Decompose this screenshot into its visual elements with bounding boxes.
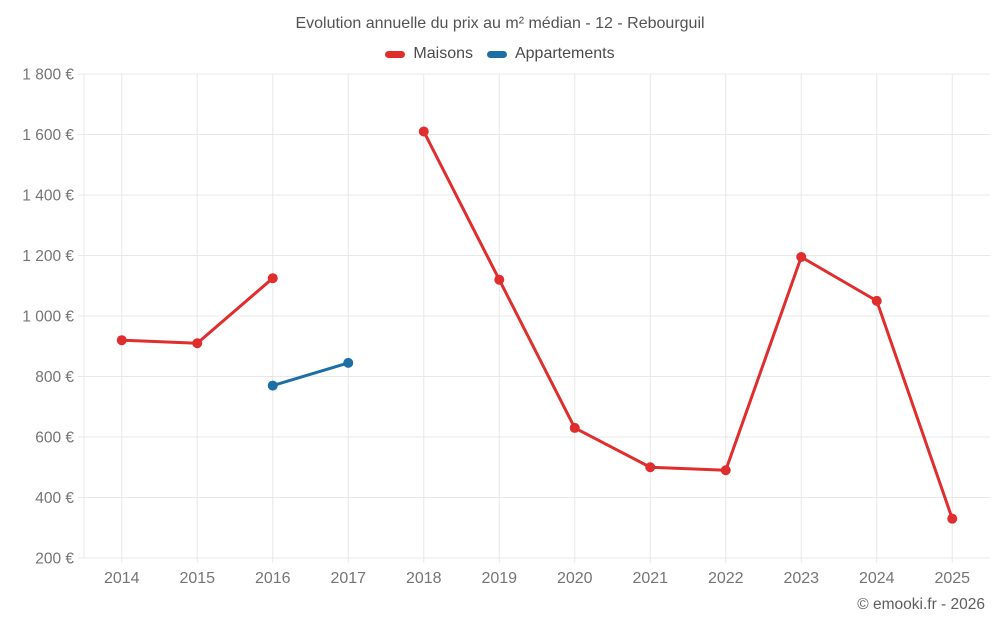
svg-text:2023: 2023 — [783, 570, 819, 587]
svg-text:200 €: 200 € — [35, 551, 74, 568]
maisons-series-swatch-icon — [385, 50, 406, 58]
svg-text:2025: 2025 — [934, 570, 970, 587]
svg-text:1 600 €: 1 600 € — [22, 127, 74, 144]
svg-text:2015: 2015 — [179, 570, 215, 587]
legend: Maisons Appartements — [0, 45, 1000, 63]
svg-text:2019: 2019 — [481, 570, 517, 587]
svg-text:2021: 2021 — [632, 570, 668, 587]
legend-item-maisons[interactable]: Maisons — [385, 45, 473, 63]
copyright: © emooki.fr - 2026 — [857, 596, 985, 613]
svg-text:2024: 2024 — [859, 570, 895, 587]
svg-text:1 000 €: 1 000 € — [22, 309, 74, 326]
svg-text:2016: 2016 — [255, 570, 291, 587]
svg-text:2017: 2017 — [330, 570, 366, 587]
chart-title: Evolution annuelle du prix au m² médian … — [295, 15, 705, 32]
svg-text:1 400 €: 1 400 € — [22, 188, 74, 205]
legend-label-maisons: Maisons — [413, 45, 473, 62]
svg-text:2020: 2020 — [557, 570, 593, 587]
legend-item-appartements[interactable]: Appartements — [486, 45, 615, 63]
svg-text:600 €: 600 € — [35, 430, 74, 447]
svg-text:400 €: 400 € — [35, 490, 74, 507]
svg-text:2018: 2018 — [406, 570, 442, 587]
legend-label-appartements: Appartements — [514, 45, 615, 62]
appartements-series-swatch-icon — [486, 50, 507, 58]
svg-text:1 800 €: 1 800 € — [22, 67, 74, 84]
svg-text:2022: 2022 — [708, 570, 744, 587]
svg-text:2014: 2014 — [104, 570, 140, 587]
svg-text:800 €: 800 € — [35, 369, 74, 386]
svg-text:1 200 €: 1 200 € — [22, 248, 74, 265]
